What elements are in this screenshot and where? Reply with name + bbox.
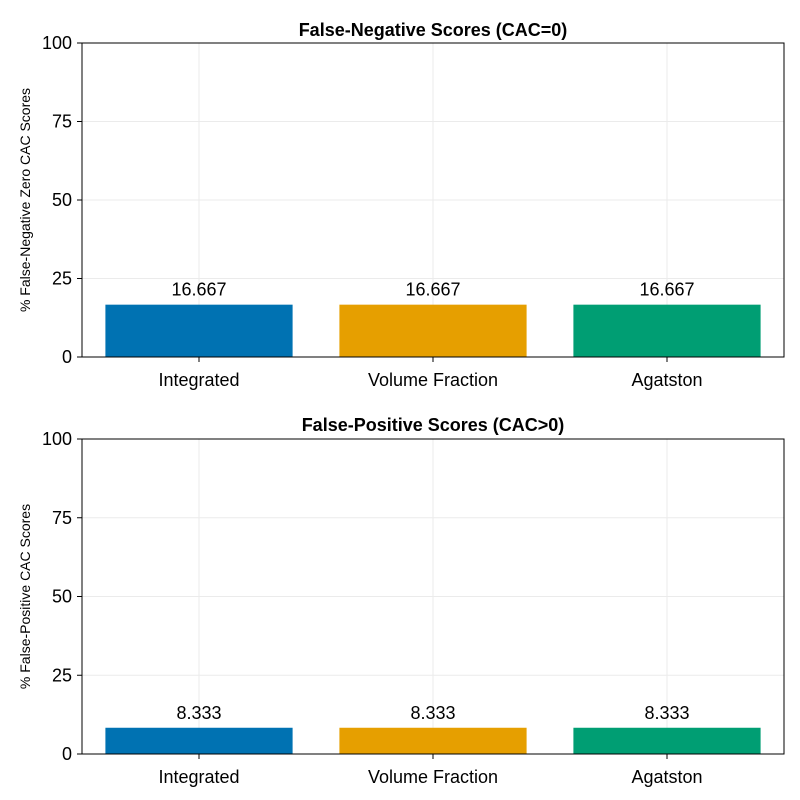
chart-title: False-Negative Scores (CAC=0) — [299, 20, 568, 40]
y-axis-label: % False-Positive CAC Scores — [17, 504, 33, 689]
x-tick-label: Integrated — [158, 767, 239, 787]
y-tick-label: 75 — [52, 508, 72, 528]
bar-agatston — [573, 728, 760, 754]
bar-agatston — [573, 305, 760, 357]
x-tick-label: Agatston — [631, 370, 702, 390]
data-label: 16.667 — [171, 280, 226, 300]
bar-integrated — [105, 305, 292, 357]
y-tick-label: 75 — [52, 112, 72, 132]
false-positive-chart: 0 25 50 75 100 Integrated Volume Fraction Agats… — [17, 415, 784, 787]
data-labels: 16.667 16.667 16.667 — [171, 280, 694, 300]
y-tick-label: 100 — [42, 33, 72, 53]
y-tick-label: 0 — [62, 347, 72, 367]
y-tick-label: 50 — [52, 587, 72, 607]
chart-title: False-Positive Scores (CAC>0) — [302, 415, 565, 435]
data-label: 8.333 — [176, 703, 221, 723]
y-tick-label: 100 — [42, 429, 72, 449]
y-tick-label: 50 — [52, 190, 72, 210]
data-labels: 8.333 8.333 8.333 — [176, 703, 689, 723]
x-tick-label: Volume Fraction — [368, 767, 498, 787]
x-tick-label: Integrated — [158, 370, 239, 390]
data-label: 8.333 — [410, 703, 455, 723]
y-axis-label: % False-Negative Zero CAC Scores — [17, 88, 33, 312]
data-label: 16.667 — [405, 280, 460, 300]
y-tick-label: 0 — [62, 744, 72, 764]
x-tick-label: Volume Fraction — [368, 370, 498, 390]
data-label: 8.333 — [644, 703, 689, 723]
y-tick-label: 25 — [52, 665, 72, 685]
bar-volume-fraction — [339, 305, 526, 357]
bars — [105, 728, 760, 754]
data-label: 16.667 — [639, 280, 694, 300]
bar-volume-fraction — [339, 728, 526, 754]
y-tick-label: 25 — [52, 269, 72, 289]
x-tick-label: Agatston — [631, 767, 702, 787]
false-negative-chart: 0 25 50 75 100 Integrated Volume Fraction Agats… — [17, 20, 784, 390]
bars — [105, 305, 760, 357]
bar-integrated — [105, 728, 292, 754]
